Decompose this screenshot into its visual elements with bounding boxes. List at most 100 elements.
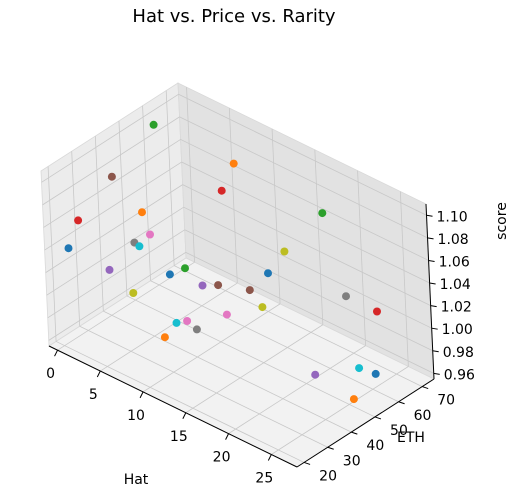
z-tick-6 [427, 237, 434, 240]
scatter-point-18 [280, 247, 289, 256]
grid-y-left-4 [142, 105, 151, 281]
grid-y-floor-4 [150, 280, 399, 403]
x-tick-label-4: 20 [213, 450, 231, 466]
axis-panes [40, 82, 435, 468]
y-tick-label-1: 30 [343, 453, 361, 469]
grid-z-left-6 [42, 116, 180, 206]
z-tick-label-6: 1.08 [438, 232, 469, 248]
scatter-point-13 [217, 186, 226, 195]
scatter-point-9 [135, 242, 144, 251]
grid-x-floor-4 [228, 345, 366, 434]
grid-y-left-0 [47, 166, 57, 342]
grid-y-left-2 [94, 136, 104, 312]
scatter-point-12 [181, 264, 189, 273]
y-tick-label-5: 70 [437, 393, 455, 409]
scatter-point-6 [146, 230, 154, 239]
y-tick-0 [303, 461, 311, 465]
grid-y-floor-2 [103, 310, 352, 433]
x-tick-1 [96, 370, 101, 378]
scatter-point-16 [183, 317, 192, 325]
grid-y-floor-0 [55, 341, 305, 463]
z-tick-label-3: 1.02 [441, 300, 472, 316]
y-tick-4 [398, 401, 405, 405]
grid-z-left-7 [41, 93, 179, 183]
z-tick-label-4: 1.04 [440, 277, 471, 293]
scatter-point-22 [318, 209, 327, 218]
y-axis-label: ETH [397, 430, 425, 446]
y-tick-1 [327, 446, 334, 450]
grid-z-left-2 [46, 206, 184, 296]
x-tick-label-0: 0 [46, 366, 55, 382]
grid-z-back-5 [180, 139, 429, 261]
grid-y-floor-1 [79, 325, 328, 448]
grid-z-back-7 [178, 93, 427, 216]
x-axis-label: Hat [124, 472, 149, 488]
grid-z-back-2 [183, 206, 432, 329]
scatter-point-0 [64, 244, 73, 253]
scatter-point-31 [349, 395, 358, 404]
z-tick-1 [432, 350, 439, 353]
scatter-point-20 [264, 269, 272, 278]
y-tick-2 [351, 431, 358, 435]
z-axis-line [425, 203, 435, 380]
scatter-point-29 [355, 364, 364, 373]
z-tick-label-5: 1.06 [439, 254, 470, 270]
scatter-point-27 [342, 292, 350, 301]
z-tick-0 [433, 372, 440, 375]
z-tick-label-2: 1.00 [442, 322, 473, 338]
x-tick-5 [267, 454, 272, 461]
scatter-point-14 [198, 281, 207, 290]
y-tick-label-4: 60 [414, 408, 432, 424]
z-tick-label-1: 0.98 [443, 345, 474, 361]
y-tick-5 [422, 386, 429, 390]
scatter-point-2 [149, 120, 158, 129]
scatter-point-8 [129, 289, 138, 297]
grid-x-floor-2 [142, 303, 281, 393]
scatter-point-10 [165, 270, 174, 279]
x-tick-label-3: 15 [170, 429, 188, 445]
grid-y-floor-3 [126, 295, 376, 418]
scatter-point-26 [222, 310, 231, 319]
scatter-point-1 [138, 208, 146, 217]
grid-x-back-0 [186, 87, 195, 263]
grid-y-left-5 [165, 90, 175, 266]
grid-z-back-3 [182, 184, 431, 306]
scatter-point-3 [74, 216, 83, 225]
scatter-point-24 [311, 370, 320, 379]
grid-x-back-4 [357, 170, 366, 346]
y-tick-3 [374, 416, 382, 420]
scatter-point-23 [373, 307, 381, 316]
x-tick-2 [139, 391, 144, 399]
z-tick-7 [426, 214, 433, 217]
grid-z-back-6 [179, 116, 428, 239]
grid-x-back-3 [314, 149, 324, 325]
y-tick-label-2: 40 [366, 438, 384, 454]
x-tick-3 [182, 412, 187, 419]
z-tick-label-0: 0.96 [444, 367, 475, 383]
scatter-point-21 [160, 333, 169, 342]
y-tick-label-0: 20 [319, 468, 337, 484]
grid-z-back-0 [185, 251, 434, 374]
scatter-point-15 [214, 281, 223, 290]
grid-z-left-4 [44, 161, 182, 251]
grid-y-left-3 [118, 120, 128, 296]
grid-z-left-3 [45, 184, 183, 273]
z-tick-4 [429, 282, 436, 285]
x-tick-label-1: 5 [89, 387, 98, 403]
scatter-point-4 [105, 265, 114, 274]
z-tick-2 [431, 327, 438, 330]
x-tick-4 [225, 433, 230, 440]
axis-ticks: 0 5 10 15 20 25 20 30 40 50 60 70 0.96 0.98 1.00 1.02 1.… [46, 203, 475, 486]
scatter-point-17 [192, 325, 201, 334]
z-tick-3 [430, 305, 437, 308]
z-tick-5 [428, 259, 435, 262]
grid-x-floor-5 [271, 366, 409, 455]
scatter-point-19 [172, 318, 181, 327]
grid-x-back-1 [228, 108, 238, 284]
y-axis-line [296, 378, 435, 468]
scatter-point-28 [258, 303, 267, 312]
data-points [64, 120, 381, 404]
grid-z-left-5 [43, 139, 181, 228]
grid-z-left-0 [48, 252, 186, 341]
